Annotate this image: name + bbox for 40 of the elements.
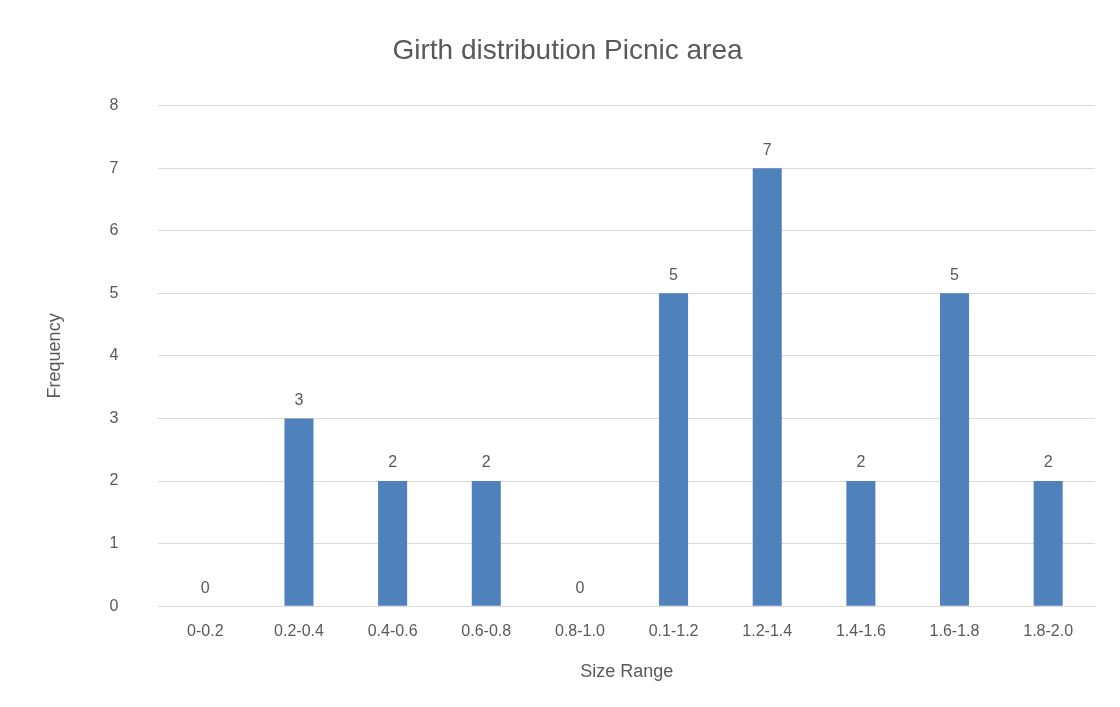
bar — [378, 481, 408, 606]
y-tick-label: 5 — [109, 283, 119, 301]
x-axis-title: Size Range — [580, 661, 674, 682]
bar — [752, 168, 782, 606]
y-tick-label: 2 — [109, 471, 119, 489]
data-label: 2 — [856, 453, 866, 471]
x-tick-label: 0.2-0.4 — [274, 622, 324, 640]
y-tick-label: 6 — [109, 221, 119, 239]
x-tick-label: 0.6-0.8 — [461, 622, 512, 640]
x-tick-label: 1.6-1.8 — [929, 622, 980, 640]
x-tick-label: 1.4-1.6 — [835, 622, 886, 640]
data-label: 5 — [950, 265, 960, 283]
data-label: 0 — [575, 578, 585, 596]
chart-title: Girth distribution Picnic area — [392, 33, 743, 65]
y-tick-label: 7 — [109, 158, 119, 176]
y-tick-label: 8 — [109, 96, 119, 114]
y-tick-label: 3 — [109, 408, 119, 426]
data-label: 2 — [481, 453, 491, 471]
y-tick-label: 4 — [109, 346, 119, 364]
x-tick-label: 1.8-2.0 — [1023, 622, 1074, 640]
bar — [940, 293, 970, 606]
data-label: 2 — [388, 453, 398, 471]
bar — [1033, 481, 1063, 606]
data-label: 5 — [669, 265, 679, 283]
data-label: 0 — [200, 578, 210, 596]
data-label: 3 — [294, 390, 304, 408]
bar — [471, 481, 501, 606]
x-tick-label: 0.8-1.0 — [555, 622, 605, 640]
x-tick-label: 1.2-1.4 — [742, 622, 793, 640]
y-tick-label: 1 — [109, 534, 119, 552]
bar — [846, 481, 876, 606]
x-tick-label: 0.1-1.2 — [648, 622, 699, 640]
y-tick-label: 0 — [109, 596, 119, 614]
x-tick-label: 0-0.2 — [187, 622, 224, 640]
bar — [659, 293, 689, 606]
x-tick-label: 0.4-0.6 — [367, 622, 418, 640]
data-label: 7 — [762, 140, 772, 158]
data-label: 2 — [1043, 453, 1053, 471]
bar — [284, 418, 314, 606]
y-axis-title: Frequency — [43, 313, 64, 399]
